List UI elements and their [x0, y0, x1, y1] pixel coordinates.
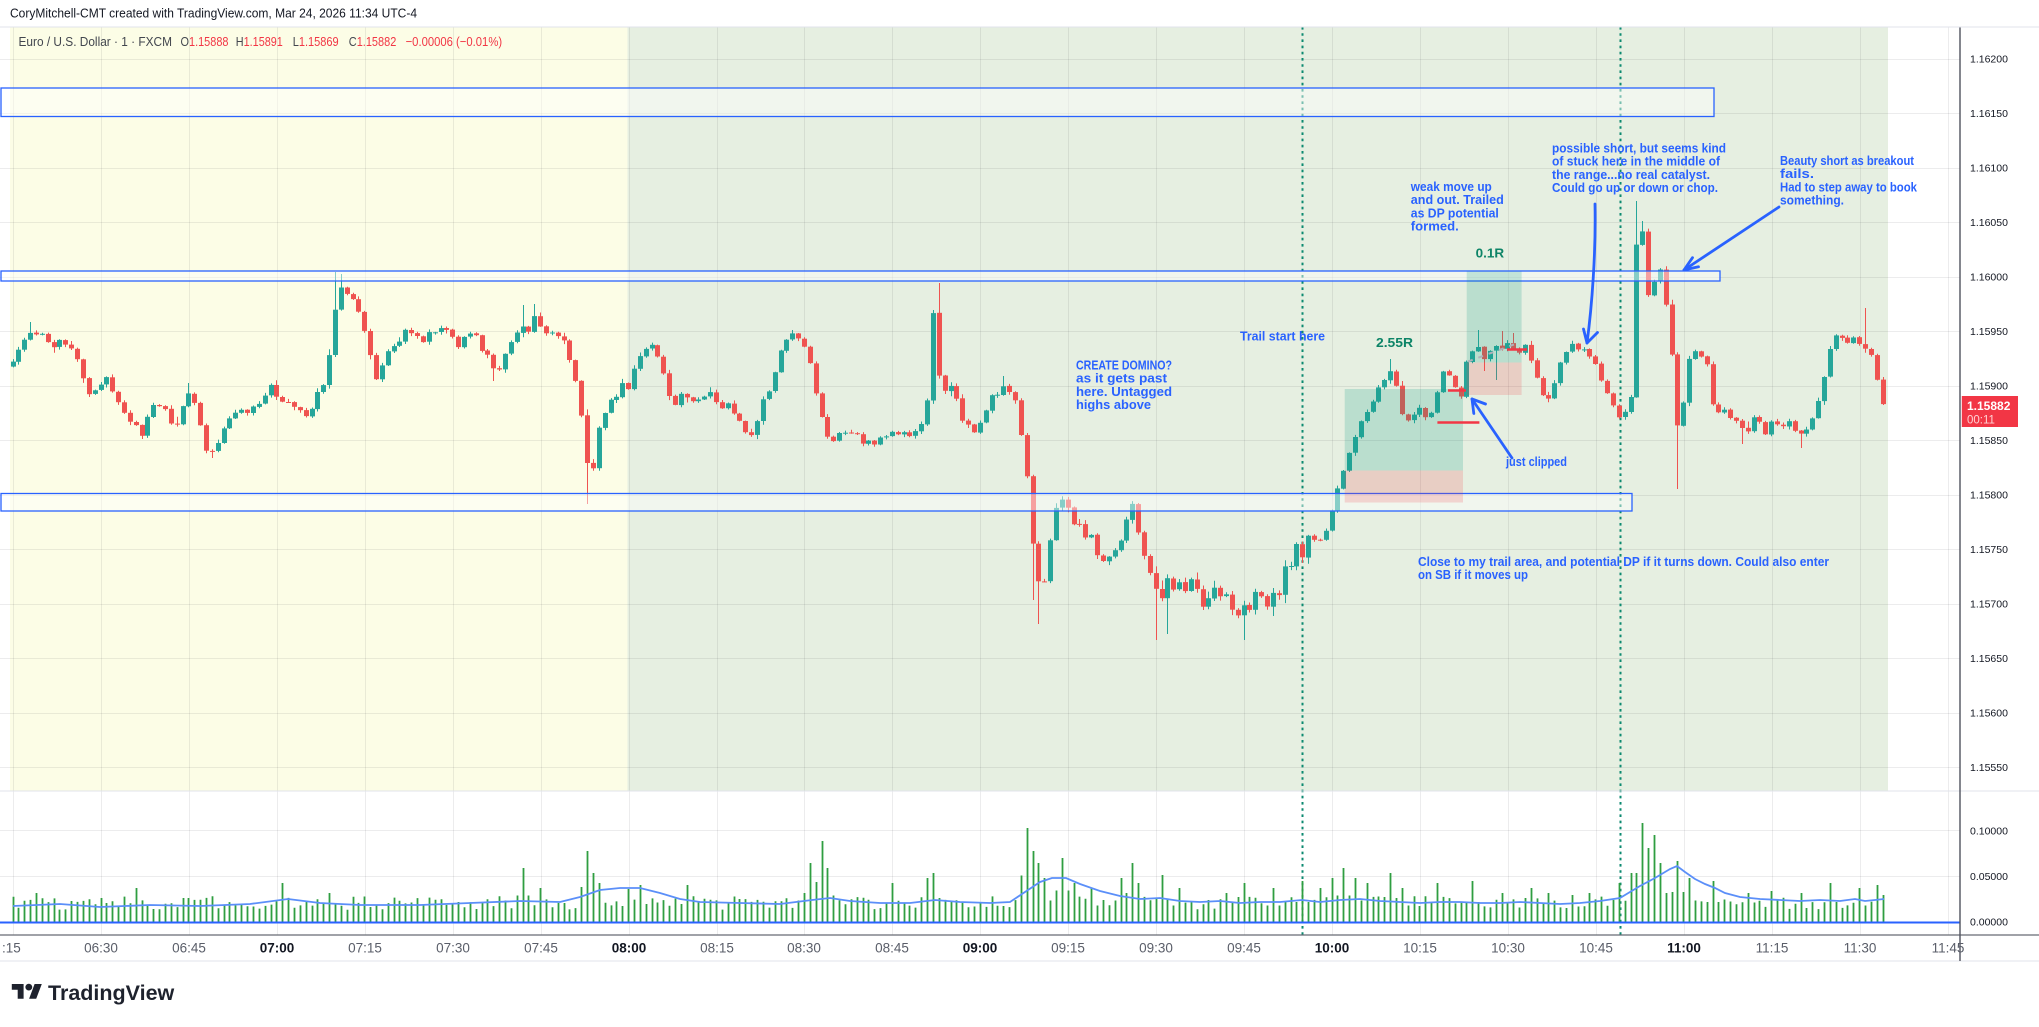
svg-text:of stuck here in the middle of: of stuck here in the middle of	[1552, 154, 1721, 169]
svg-text:here. Untagged: here. Untagged	[1076, 384, 1172, 399]
svg-text:H1.15891: H1.15891	[236, 34, 283, 49]
svg-text:2.55R: 2.55R	[1376, 335, 1414, 350]
svg-text:1.15900: 1.15900	[1970, 381, 2008, 393]
svg-text:1.15850: 1.15850	[1970, 435, 2008, 447]
svg-text:formed.: formed.	[1411, 219, 1459, 234]
svg-text:CREATE DOMINO?: CREATE DOMINO?	[1076, 358, 1172, 373]
svg-text:Had to step away to book: Had to step away to book	[1780, 179, 1918, 194]
svg-text:1.16200: 1.16200	[1970, 54, 2008, 66]
svg-text:possible short, but seems kind: possible short, but seems kind	[1552, 141, 1726, 156]
svg-text:1.15750: 1.15750	[1970, 544, 2008, 556]
svg-text:on SB if it moves up: on SB if it moves up	[1418, 567, 1528, 582]
svg-text:1.16150: 1.16150	[1970, 108, 2008, 120]
svg-text:Beauty short as breakout: Beauty short as breakout	[1780, 153, 1915, 168]
svg-text:07:00: 07:00	[260, 941, 295, 956]
svg-text:11:45: 11:45	[1932, 941, 1965, 956]
svg-text:1.15950: 1.15950	[1970, 326, 2008, 338]
svg-text:−0.00006 (−0.01%): −0.00006 (−0.01%)	[406, 34, 503, 49]
svg-text:1.15882: 1.15882	[1967, 399, 2011, 413]
svg-text:1.15550: 1.15550	[1970, 762, 2008, 774]
svg-text:and out. Trailed: and out. Trailed	[1411, 192, 1504, 207]
svg-text:10:15: 10:15	[1403, 941, 1437, 956]
svg-text:just clipped: just clipped	[1505, 454, 1567, 469]
svg-text:as it gets past: as it gets past	[1076, 371, 1168, 386]
svg-text:11:00: 11:00	[1667, 941, 1701, 956]
svg-text:11:30: 11:30	[1844, 941, 1877, 956]
svg-text:Could go up or down or chop.: Could go up or down or chop.	[1552, 180, 1718, 195]
svg-text:1.16000: 1.16000	[1970, 272, 2008, 284]
svg-text:1.15700: 1.15700	[1970, 599, 2008, 611]
svg-text:09:15: 09:15	[1051, 941, 1085, 956]
svg-text:0.00000: 0.00000	[1970, 917, 2008, 929]
svg-text:0.1R: 0.1R	[1476, 246, 1505, 261]
svg-text:08:15: 08:15	[700, 941, 734, 956]
svg-text:0.05000: 0.05000	[1970, 871, 2008, 883]
svg-text:07:45: 07:45	[524, 941, 558, 956]
svg-text:O1.15888: O1.15888	[181, 34, 229, 49]
svg-text:1.16050: 1.16050	[1970, 217, 2008, 229]
svg-text:00:11: 00:11	[1967, 415, 1995, 427]
svg-text:CoryMitchell-CMT created with: CoryMitchell-CMT created with TradingVie…	[10, 6, 417, 21]
svg-text:TradingView: TradingView	[48, 981, 175, 1005]
svg-text:C1.15882: C1.15882	[349, 34, 397, 49]
svg-text:1.15800: 1.15800	[1970, 490, 2008, 502]
svg-text:Euro / U.S. Dollar · 1 · FXCM: Euro / U.S. Dollar · 1 · FXCM	[19, 34, 173, 49]
svg-text:1.15650: 1.15650	[1970, 653, 2008, 665]
svg-text::15: :15	[2, 941, 21, 956]
svg-text:highs above: highs above	[1076, 397, 1151, 412]
svg-text:10:45: 10:45	[1579, 941, 1613, 956]
svg-text:something.: something.	[1780, 193, 1844, 208]
svg-text:L1.15869: L1.15869	[293, 34, 339, 49]
svg-text:09:45: 09:45	[1227, 941, 1261, 956]
svg-text:07:30: 07:30	[436, 941, 470, 956]
svg-text:Close to my trail area, and po: Close to my trail area, and potential DP…	[1418, 554, 1829, 569]
svg-text:fails.: fails.	[1780, 166, 1814, 181]
svg-text:10:30: 10:30	[1491, 941, 1525, 956]
svg-text:Trail start here: Trail start here	[1240, 329, 1325, 344]
svg-text:09:00: 09:00	[963, 941, 998, 956]
svg-text:11:15: 11:15	[1756, 941, 1789, 956]
svg-text:08:00: 08:00	[612, 941, 647, 956]
svg-text:0.10000: 0.10000	[1970, 825, 2008, 837]
svg-text:10:00: 10:00	[1315, 941, 1350, 956]
svg-text:09:30: 09:30	[1139, 941, 1173, 956]
svg-text:08:45: 08:45	[875, 941, 909, 956]
svg-text:07:15: 07:15	[348, 941, 382, 956]
svg-text:1.15600: 1.15600	[1970, 708, 2008, 720]
svg-text:06:45: 06:45	[172, 941, 206, 956]
svg-text:08:30: 08:30	[787, 941, 821, 956]
svg-text:weak move up: weak move up	[1410, 179, 1492, 194]
svg-text:the range...no real catalyst.: the range...no real catalyst.	[1552, 167, 1710, 182]
svg-text:06:30: 06:30	[84, 941, 118, 956]
svg-text:as DP potential: as DP potential	[1411, 205, 1499, 220]
svg-text:1.16100: 1.16100	[1970, 163, 2008, 175]
